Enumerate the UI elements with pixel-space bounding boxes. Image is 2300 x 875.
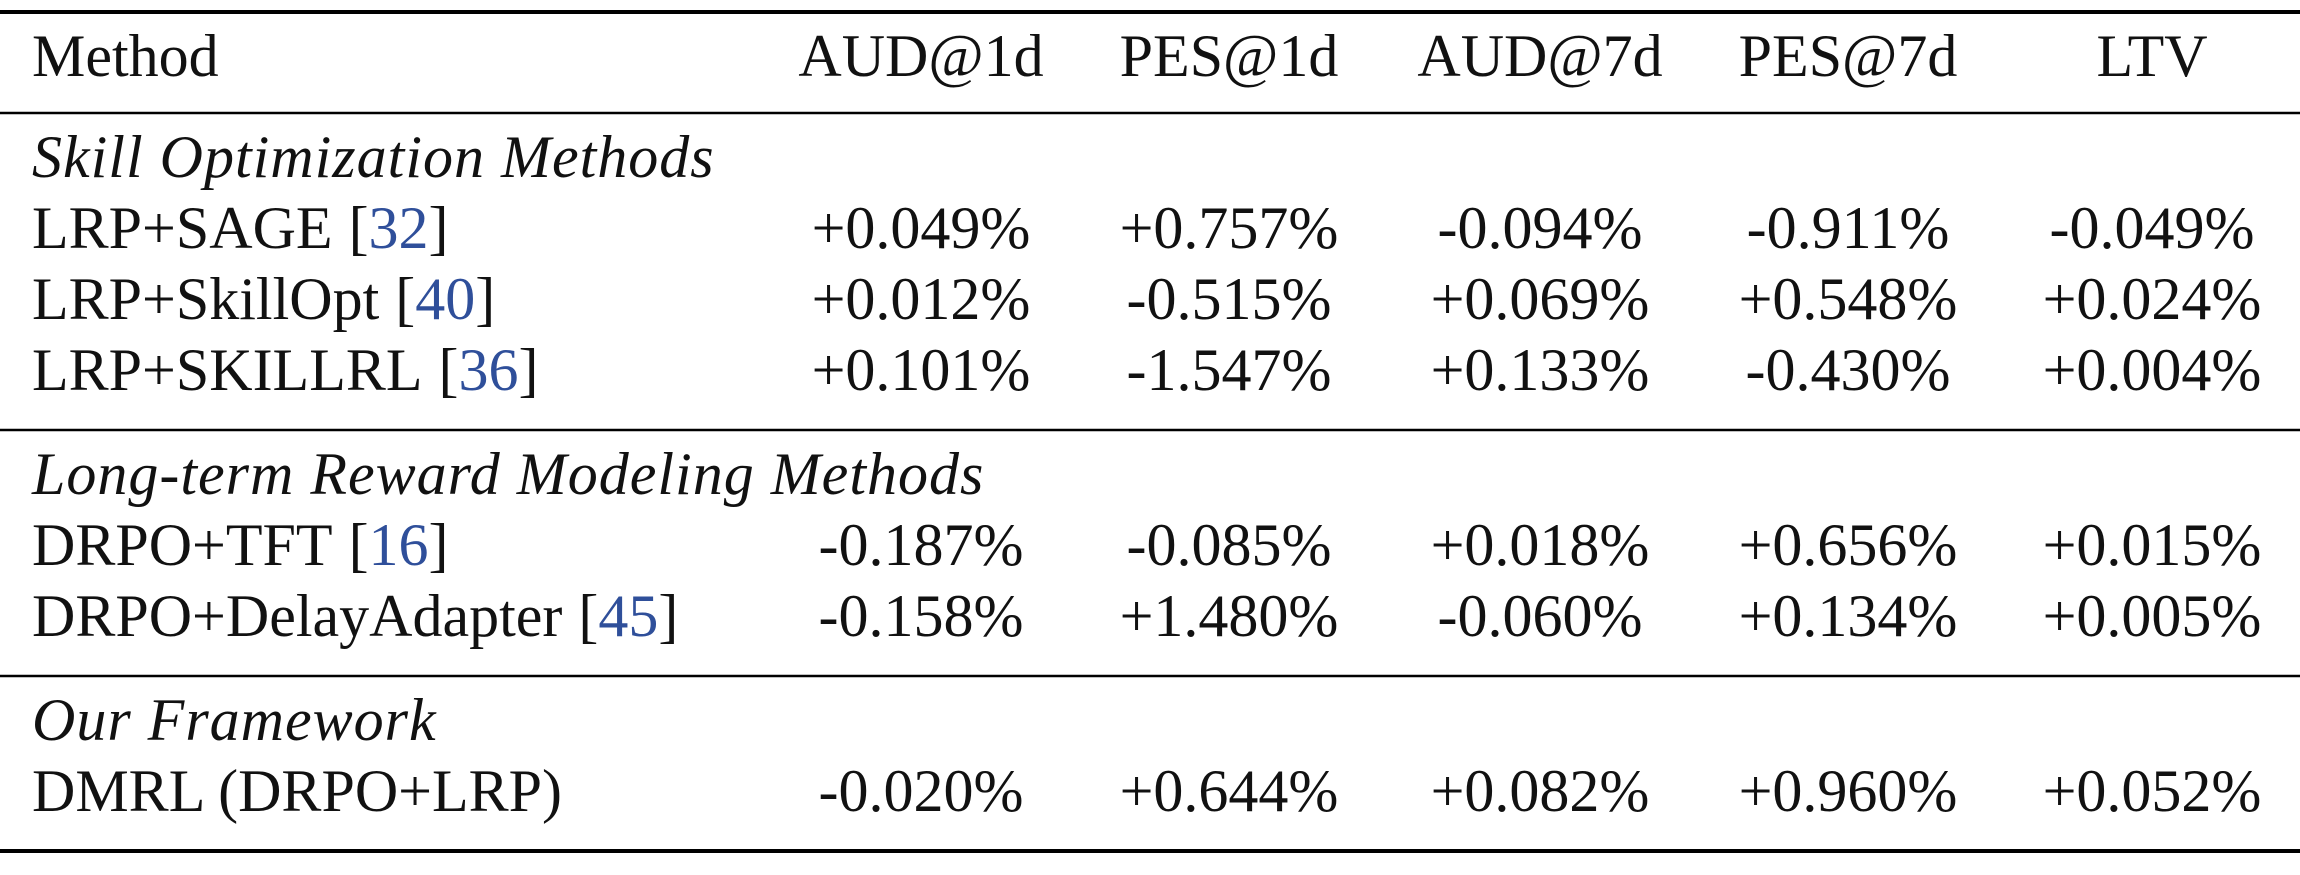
method-cell: LRP+SAGE [32] <box>32 195 449 261</box>
value-cell: -0.060% <box>1438 583 1643 649</box>
citation-bracket: ] <box>519 337 539 403</box>
value-cell: +0.004% <box>2043 337 2262 403</box>
citation-bracket: ] <box>475 266 495 332</box>
value-cell: +0.005% <box>2043 583 2262 649</box>
value-cell: -0.049% <box>2050 195 2255 261</box>
method-name: LRP+SKILLRL <box>32 337 423 403</box>
citation-ref: 36 <box>459 337 519 403</box>
method-name: DMRL (DRPO+LRP) <box>32 758 562 824</box>
citation-bracket: ] <box>429 512 449 578</box>
header-cell: Method <box>32 23 219 89</box>
group-title: Our Framework <box>32 687 437 753</box>
method-cell: LRP+SkillOpt [40] <box>32 266 495 332</box>
value-cell: +0.049% <box>812 195 1031 261</box>
header-cell: PES@7d <box>1739 23 1958 89</box>
citation-ref: 32 <box>369 195 429 261</box>
value-cell: -0.085% <box>1127 512 1332 578</box>
value-cell: +0.015% <box>2043 512 2262 578</box>
citation-bracket: ] <box>658 583 678 649</box>
value-cell: -0.430% <box>1746 337 1951 403</box>
citation-ref: 45 <box>598 583 658 649</box>
method-name: DRPO+DelayAdapter <box>32 583 562 649</box>
header-cell: AUD@7d <box>1417 23 1662 89</box>
group-title: Long-term Reward Modeling Methods <box>31 441 984 507</box>
citation-bracket: ] <box>429 195 449 261</box>
method-name: DRPO+TFT <box>32 512 333 578</box>
header-cell: LTV <box>2096 23 2207 89</box>
method-cell: DRPO+DelayAdapter [45] <box>32 583 678 649</box>
value-cell: -1.547% <box>1127 337 1332 403</box>
value-cell: +0.024% <box>2043 266 2262 332</box>
value-cell: -0.020% <box>819 758 1024 824</box>
value-cell: +0.018% <box>1431 512 1650 578</box>
value-cell: -0.187% <box>819 512 1024 578</box>
value-cell: +0.134% <box>1739 583 1958 649</box>
value-cell: +0.082% <box>1431 758 1650 824</box>
method-name: LRP+SAGE <box>32 195 333 261</box>
group-title: Skill Optimization Methods <box>32 124 715 190</box>
citation-ref: 40 <box>415 266 475 332</box>
method-cell: DRPO+TFT [16] <box>32 512 449 578</box>
value-cell: +0.960% <box>1739 758 1958 824</box>
value-cell: +0.052% <box>2043 758 2262 824</box>
citation-ref: 16 <box>369 512 429 578</box>
value-cell: -0.911% <box>1747 195 1950 261</box>
value-cell: +0.012% <box>812 266 1031 332</box>
citation-bracket: [ <box>439 337 459 403</box>
value-cell: +0.133% <box>1431 337 1650 403</box>
method-cell: DMRL (DRPO+LRP) <box>32 758 562 824</box>
header-cell: PES@1d <box>1120 23 1339 89</box>
citation-bracket: [ <box>349 512 369 578</box>
value-cell: +0.644% <box>1120 758 1339 824</box>
value-cell: -0.515% <box>1127 266 1332 332</box>
value-cell: -0.158% <box>819 583 1024 649</box>
value-cell: +0.548% <box>1739 266 1958 332</box>
value-cell: +0.069% <box>1431 266 1650 332</box>
value-cell: +0.757% <box>1120 195 1339 261</box>
value-cell: +1.480% <box>1120 583 1339 649</box>
header-cell: AUD@1d <box>798 23 1043 89</box>
value-cell: +0.101% <box>812 337 1031 403</box>
method-name: LRP+SkillOpt <box>32 266 380 332</box>
citation-bracket: [ <box>395 266 415 332</box>
citation-bracket: [ <box>349 195 369 261</box>
citation-bracket: [ <box>578 583 598 649</box>
value-cell: +0.656% <box>1739 512 1958 578</box>
value-cell: -0.094% <box>1438 195 1643 261</box>
method-cell: LRP+SKILLRL [36] <box>32 337 539 403</box>
